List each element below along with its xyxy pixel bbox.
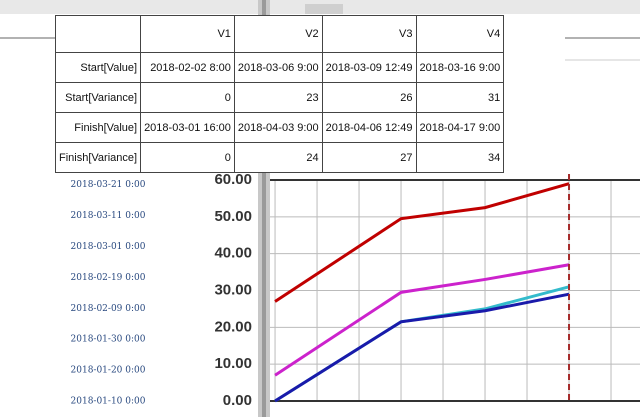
series-line bbox=[274, 263, 570, 377]
cell: 2018-04-17 9:00 bbox=[415, 112, 505, 143]
column-header: V3 bbox=[321, 15, 417, 53]
splitter bbox=[262, 0, 266, 417]
series-line bbox=[274, 292, 570, 403]
y2-tick-label: 2018-01-20 0:00 bbox=[71, 366, 146, 376]
scroll-thumb bbox=[305, 4, 343, 14]
cell: 2018-04-03 9:00 bbox=[233, 112, 323, 143]
cell: 2018-03-16 9:00 bbox=[415, 52, 505, 83]
corner-cell bbox=[54, 15, 142, 53]
cell: 2018-04-06 12:49 bbox=[321, 112, 417, 143]
y-tick-label: 30.00 bbox=[214, 281, 252, 298]
row-header: Finish[Value] bbox=[54, 112, 142, 143]
y-tick-label: 50.00 bbox=[214, 208, 252, 225]
y2-tick-label: 2018-01-10 0:00 bbox=[71, 397, 146, 407]
cell: 31 bbox=[415, 82, 505, 113]
cell: 34 bbox=[415, 142, 505, 173]
cell: 0 bbox=[140, 82, 235, 113]
row-header: Start[Variance] bbox=[54, 82, 142, 113]
cell: 0 bbox=[140, 142, 235, 173]
y-tick-label: 60.00 bbox=[214, 171, 252, 188]
cell: 2018-03-09 12:49 bbox=[321, 52, 417, 83]
y2-tick-label: 2018-03-21 0:00 bbox=[71, 180, 146, 190]
cell: 23 bbox=[233, 82, 323, 113]
cell: 2018-03-01 16:00 bbox=[140, 112, 235, 143]
cell: 2018-03-06 9:00 bbox=[233, 52, 323, 83]
y-tick-label: 10.00 bbox=[214, 355, 252, 372]
y2-tick-label: 2018-02-19 0:00 bbox=[71, 273, 146, 283]
row-header: Start[Value] bbox=[54, 52, 142, 83]
cell: 26 bbox=[321, 82, 417, 113]
series-line bbox=[274, 182, 570, 303]
y2-tick-label: 2018-01-30 0:00 bbox=[71, 335, 146, 345]
column-header: V2 bbox=[233, 15, 323, 53]
y-tick-label: 40.00 bbox=[214, 245, 252, 262]
y2-tick-label: 2018-02-09 0:00 bbox=[71, 304, 146, 314]
column-header: V1 bbox=[140, 15, 235, 53]
column-header: V4 bbox=[415, 15, 505, 53]
y2-tick-label: 2018-03-01 0:00 bbox=[71, 242, 146, 252]
y-tick-label: 0.00 bbox=[223, 392, 252, 409]
cell: 2018-02-02 8:00 bbox=[140, 52, 235, 83]
y-tick-label: 20.00 bbox=[214, 318, 252, 335]
row-header: Finish[Variance] bbox=[54, 142, 142, 173]
cell: 27 bbox=[321, 142, 417, 173]
data-table: V1 V2 V3 V4 Start[Value] 2018-02-02 8:00 2018… bbox=[54, 15, 505, 173]
cell: 24 bbox=[233, 142, 323, 173]
y2-tick-label: 2018-03-11 0:00 bbox=[71, 211, 146, 221]
